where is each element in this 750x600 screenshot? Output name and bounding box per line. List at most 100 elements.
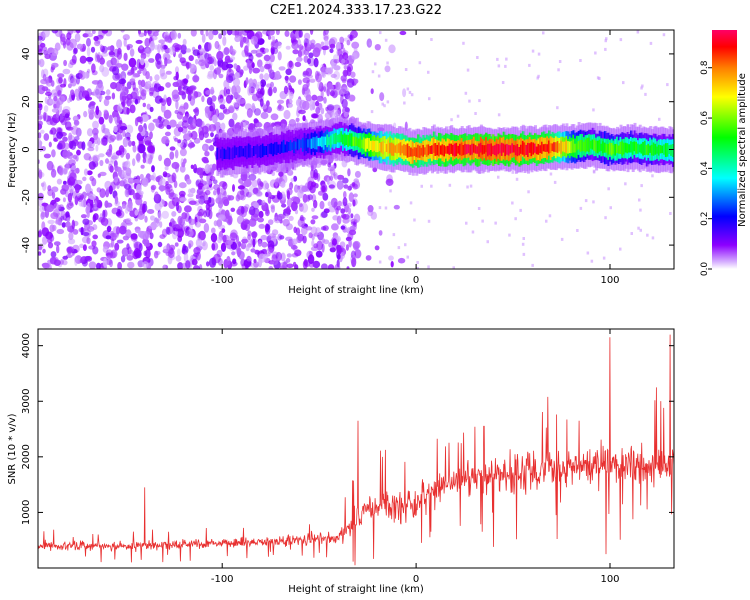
noise-cell <box>142 233 147 243</box>
noise-speck <box>602 256 606 260</box>
noise-cell <box>70 77 77 87</box>
noise-cell <box>163 109 172 120</box>
signal-cell <box>319 137 322 147</box>
noise-cell <box>159 67 165 77</box>
noise-cell <box>142 102 146 108</box>
signal-cell <box>446 145 450 154</box>
noise-cell <box>217 44 221 51</box>
noise-cell <box>165 226 170 235</box>
noise-cell <box>161 228 168 238</box>
signal-cell <box>506 143 509 155</box>
noise-cell <box>212 69 218 80</box>
noise-cell <box>328 184 335 189</box>
noise-cell <box>336 180 344 190</box>
signal-cell <box>296 138 300 151</box>
noise-cell <box>270 39 279 50</box>
noise-cell <box>203 210 208 218</box>
signal-cell <box>471 143 474 155</box>
noise-cell <box>142 158 147 164</box>
noise-cell <box>140 164 145 169</box>
noise-cell <box>266 83 272 88</box>
noise-speck <box>596 76 600 80</box>
noise-speck <box>590 259 594 263</box>
noise-cell <box>115 211 122 217</box>
noise-cell <box>157 211 162 221</box>
noise-cell <box>321 238 326 243</box>
noise-cell <box>203 223 210 233</box>
noise-cell <box>175 223 184 229</box>
noise-cell <box>201 33 206 44</box>
noise-cell <box>336 174 345 180</box>
signal-cell <box>527 142 530 157</box>
signal-cell <box>575 143 579 151</box>
signal-cell <box>509 145 513 154</box>
noise-cell <box>315 250 323 258</box>
noise-speck <box>594 51 597 55</box>
noise-cell <box>217 200 224 209</box>
noise-cell <box>298 184 305 194</box>
line-chart-frame <box>37 328 675 569</box>
noise-cell <box>269 53 275 63</box>
noise-cell <box>79 243 85 248</box>
noise-cell <box>140 79 146 88</box>
signal-cell <box>607 143 610 155</box>
noise-cell <box>346 39 351 46</box>
line-chart-x-label: Height of straight line (km) <box>288 584 424 595</box>
noise-cell <box>127 177 135 184</box>
line-y-tick-label: 2000 <box>21 444 32 469</box>
noise-cell <box>84 256 92 261</box>
noise-cell <box>334 263 341 269</box>
noise-cell <box>98 116 105 125</box>
noise-cell <box>342 177 349 184</box>
colorbar-tick-label: 0.6 <box>700 111 710 126</box>
noise-cell <box>225 94 232 104</box>
signal-cell <box>478 143 481 157</box>
noise-cell <box>248 86 255 96</box>
noise-cell <box>268 233 277 239</box>
signal-cell <box>225 149 228 160</box>
noise-cell <box>241 30 249 36</box>
signal-cell <box>500 142 504 156</box>
signal-cell <box>293 140 296 153</box>
noise-cell <box>63 142 70 150</box>
noise-cell <box>75 30 81 34</box>
line-y-tick-label: 1000 <box>21 500 32 525</box>
noise-cell <box>51 108 58 113</box>
noise-speck <box>496 57 499 61</box>
noise-cell <box>226 88 231 95</box>
noise-cell <box>103 98 110 107</box>
signal-cell <box>441 144 444 156</box>
signal-cell <box>294 141 298 150</box>
noise-cell <box>315 73 322 83</box>
noise-cell <box>118 78 127 85</box>
noise-cell <box>252 67 261 74</box>
noise-cell <box>298 30 303 38</box>
noise-cell <box>294 249 302 257</box>
noise-cell <box>202 239 207 247</box>
signal-cell <box>422 145 425 157</box>
noise-cell <box>248 173 257 181</box>
signal-cell <box>589 140 593 149</box>
noise-cell <box>142 230 151 240</box>
signal-cell <box>568 141 572 154</box>
noise-cell <box>142 67 147 76</box>
noise-cell <box>122 137 129 148</box>
noise-speck <box>558 60 562 63</box>
noise-cell <box>212 30 219 36</box>
noise-cell <box>40 42 46 48</box>
noise-cell <box>267 219 274 226</box>
noise-cell <box>291 42 299 50</box>
noise-cell <box>238 30 243 37</box>
signal-cell <box>406 143 410 158</box>
noise-speck <box>427 265 430 269</box>
noise-cell <box>47 94 52 99</box>
noise-cell <box>302 77 311 84</box>
noise-cell <box>347 94 356 102</box>
noise-cell <box>177 215 183 225</box>
noise-cell <box>144 140 152 147</box>
noise-cell <box>98 153 105 158</box>
noise-speck <box>536 76 539 80</box>
noise-cell <box>60 215 65 221</box>
noise-cell <box>277 192 283 200</box>
noise-cell <box>171 220 177 229</box>
